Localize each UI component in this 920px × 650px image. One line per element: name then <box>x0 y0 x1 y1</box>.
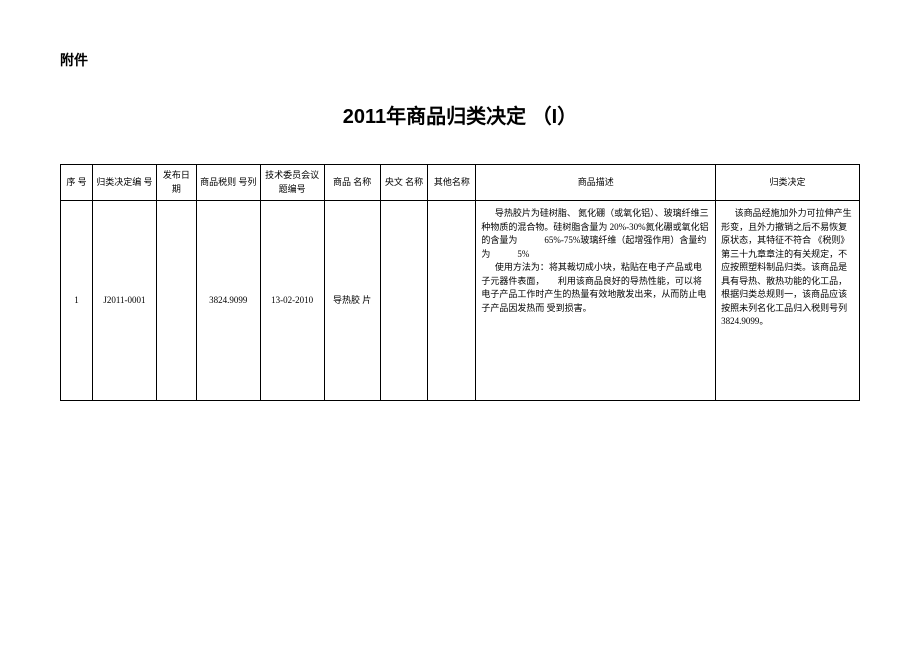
col-decision: 归类决定 <box>716 165 860 201</box>
col-decision-no: 归类决定编 号 <box>92 165 156 201</box>
col-description: 商品描述 <box>476 165 716 201</box>
col-pub-date: 发布日期 <box>156 165 196 201</box>
col-agenda-no: 技术委员会议题编号 <box>260 165 324 201</box>
col-cn-name: 央文 名称 <box>380 165 428 201</box>
col-seq: 序 号 <box>61 165 93 201</box>
classification-table: 序 号 归类决定编 号 发布日期 商品税则 号列 技术委员会议题编号 商品 名称… <box>60 164 860 401</box>
cell-seq: 1 <box>61 201 93 401</box>
col-product-name: 商品 名称 <box>324 165 380 201</box>
col-tariff-no: 商品税则 号列 <box>196 165 260 201</box>
table-row: 1 J2011-0001 3824.9099 13-02-2010 导热胶 片 … <box>61 201 860 401</box>
cell-description: 导热胶片为硅树脂、 氮化硼（或氧化铝）、玻璃纤维三种物质的混合物。硅树脂含量为 … <box>476 201 716 401</box>
cell-pub-date <box>156 201 196 401</box>
cell-decision: 该商品经施加外力可拉伸产生形变，且外力撤销之后不易恢复原状态，其特征不符合 《税… <box>716 201 860 401</box>
cell-product-name: 导热胶 片 <box>324 201 380 401</box>
cell-cn-name <box>380 201 428 401</box>
page-title: 2011年商品归类决定 （I） <box>60 100 860 129</box>
cell-other-name <box>428 201 476 401</box>
cell-tariff-no: 3824.9099 <box>196 201 260 401</box>
decision-paragraph: 该商品经施加外力可拉伸产生形变，且外力撤销之后不易恢复原状态，其特征不符合 《税… <box>721 207 854 329</box>
col-other-name: 其他名称 <box>428 165 476 201</box>
table-header-row: 序 号 归类决定编 号 发布日期 商品税则 号列 技术委员会议题编号 商品 名称… <box>61 165 860 201</box>
cell-decision-no: J2011-0001 <box>92 201 156 401</box>
desc-paragraph: 导热胶片为硅树脂、 氮化硼（或氧化铝）、玻璃纤维三种物质的混合物。硅树脂含量为 … <box>481 207 710 261</box>
attachment-label: 附件 <box>60 50 860 70</box>
desc-paragraph: 使用方法为：将其裁切成小块，粘贴在电子产品或电子元器件表面， 利用该商品良好的导… <box>481 261 710 315</box>
cell-agenda-no: 13-02-2010 <box>260 201 324 401</box>
